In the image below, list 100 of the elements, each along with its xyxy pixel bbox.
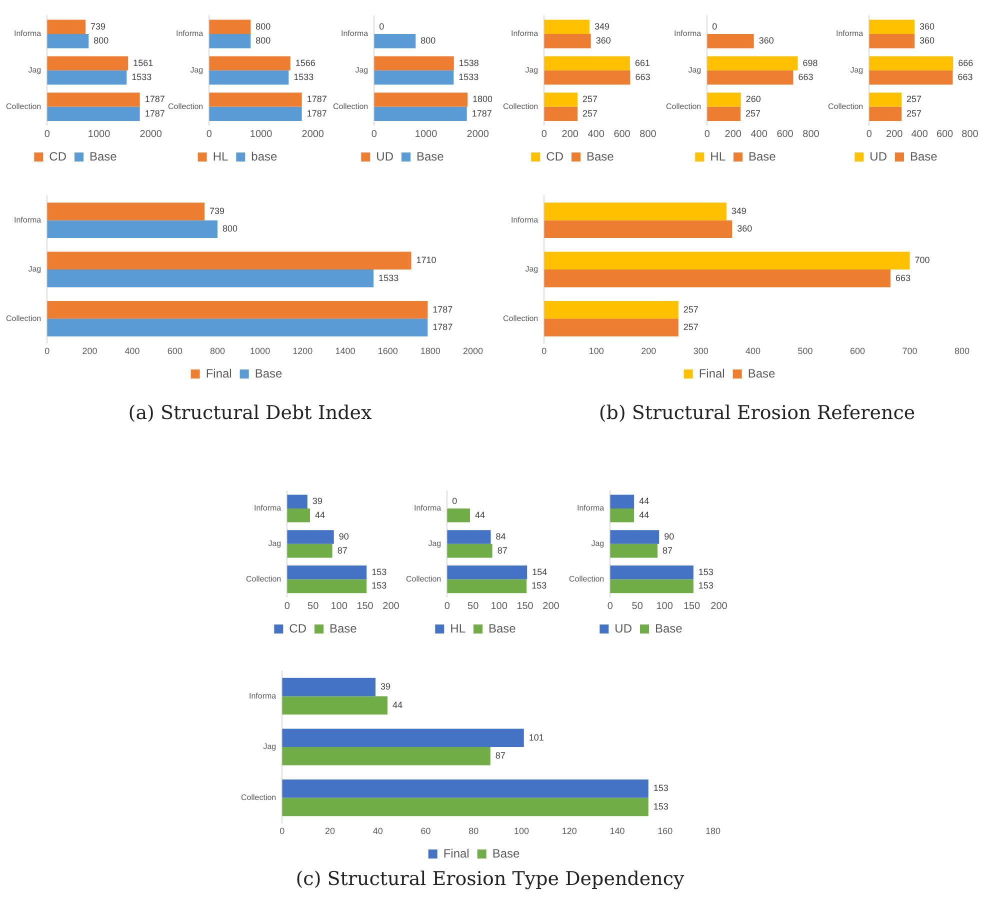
x-tick-label: 120 [562,826,577,836]
legend-label: Base [329,621,358,636]
bar [707,34,754,48]
bar [282,798,648,816]
legend-label: UD [870,149,888,164]
x-tick-label: 50 [468,600,480,612]
data-label: 800 [222,224,238,234]
bar [287,494,308,508]
x-tick-label: 0 [44,346,50,356]
legend-label: Base [910,149,938,164]
legend-label: Final [698,366,725,380]
x-tick-label: 0 [866,128,872,140]
data-label: 101 [528,732,544,742]
x-tick-label: 400 [124,346,140,356]
data-label: 257 [906,94,922,104]
y-tick-label: Jag [268,539,282,548]
data-label: 1538 [458,58,479,68]
x-tick-label: 100 [330,600,348,612]
x-tick-label: 800 [802,128,820,140]
data-label: 1533 [132,72,152,82]
y-tick-label: Informa [414,504,442,513]
bar [544,70,630,85]
legend-label: Base [416,149,444,164]
y-tick-label: Collection [332,102,368,112]
x-tick-label: 200 [710,600,728,612]
y-tick-label: Jag [28,66,42,75]
x-tick-label: 100 [588,346,604,356]
bar [610,579,694,594]
x-tick-label: 300 [693,346,708,356]
bar [447,530,491,544]
bar [209,20,251,34]
data-label: 698 [802,58,818,68]
bar [544,56,630,70]
x-tick-label: 2000 [466,128,490,140]
data-label: 257 [582,108,598,118]
data-label: 666 [958,58,974,68]
x-tick-label: 0 [206,128,212,140]
bar [869,34,915,48]
bar [287,508,310,522]
bar [544,270,890,288]
legend-label: base [251,149,278,164]
bar [47,318,428,336]
bar [610,565,694,580]
legend-label: CD [49,149,67,164]
x-tick-label: 600 [776,128,794,140]
x-tick-label: 150 [356,600,374,612]
bar [869,56,954,70]
bar [374,34,416,48]
text: (a) Structural Debt Index [128,402,372,424]
bar [447,565,528,580]
legend-label: UD [614,621,632,636]
x-tick-label: 180 [705,826,721,836]
bar [287,544,332,558]
data-label: 663 [958,72,973,82]
x-tick-label: 1200 [292,346,313,356]
x-tick-label: 1400 [335,346,356,356]
x-tick-label: 800 [210,346,225,356]
data-label: 0 [379,21,384,32]
x-tick-label: 600 [936,128,954,140]
bar [544,20,590,34]
y-tick-label: Informa [511,29,539,38]
legend-label: HL [212,149,228,164]
x-tick-label: 700 [902,346,918,356]
x-tick-label: 80 [468,826,479,836]
y-tick-label: Informa [249,691,277,700]
x-tick-label: 0 [607,600,614,612]
bar [47,34,89,48]
data-label: 1561 [133,58,154,68]
data-label: 154 [532,566,548,577]
y-tick-label: Informa [14,216,42,225]
bar [287,565,367,580]
x-tick-label: 1600 [378,346,398,356]
legend-label: Final [443,846,470,860]
bar [209,92,302,107]
x-tick-label: 600 [850,346,866,356]
x-tick-label: 150 [516,600,534,612]
x-tick-label: 0 [704,128,710,140]
x-tick-label: 2000 [140,128,162,140]
data-label: 90 [664,531,674,542]
data-label: 257 [745,108,761,118]
y-tick-label: Collection [502,314,538,323]
data-label: 661 [634,58,650,68]
data-label: 800 [94,36,109,46]
data-label: 87 [337,545,348,556]
x-tick-label: 150 [683,600,701,612]
data-label: 257 [683,322,698,332]
bar [282,780,648,798]
data-label: 153 [372,566,387,577]
legend-label: Base [89,149,118,164]
bar [47,220,218,238]
bar [209,106,302,121]
x-tick-label: 1000 [414,128,438,140]
data-label: 360 [596,36,611,46]
x-tick-label: 200 [724,128,742,140]
legend-label: Base [654,621,683,636]
x-tick-label: 0 [542,346,547,356]
legend-label: Base [586,149,614,164]
data-label: 663 [895,272,910,283]
y-tick-label: Collection [240,793,276,802]
bar [282,747,490,766]
